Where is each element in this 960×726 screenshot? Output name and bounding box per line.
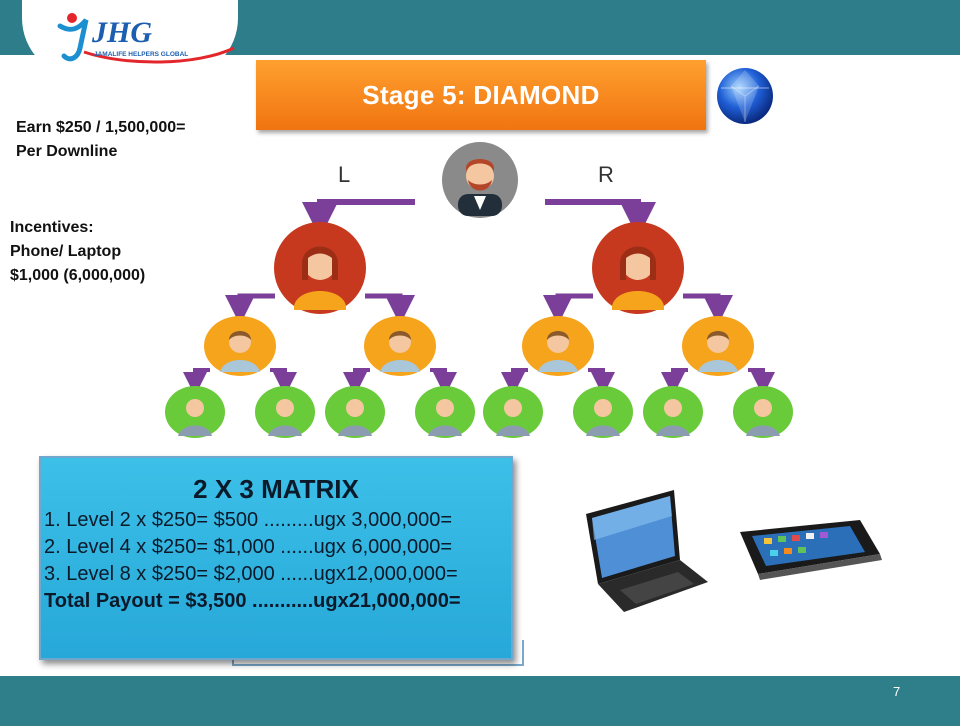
level3-node-avatar-icon	[483, 386, 543, 438]
level2-node-avatar-icon	[682, 316, 754, 376]
jhg-logo: JHG JAMALIFE HELPERS GLOBAL	[57, 13, 235, 64]
matrix-line-3: 3. Level 8 x $250= $2,000 ......ugx12,00…	[44, 563, 458, 585]
level3-node-avatar-icon	[255, 386, 315, 438]
arrow-icon	[365, 293, 415, 325]
matrix-line-2: 2. Level 4 x $250= $1,000 ......ugx 6,00…	[44, 536, 453, 558]
stage-banner: Stage 5: DIAMOND	[256, 60, 706, 130]
logo-mark: JHG	[91, 16, 152, 49]
level3-node-avatar-icon	[643, 386, 703, 438]
level3-node-avatar-icon	[733, 386, 793, 438]
arrow-icon	[543, 293, 593, 325]
level1-right-avatar-icon	[592, 222, 684, 314]
phone-icon	[740, 520, 882, 580]
stage-title: Stage 5: DIAMOND	[362, 79, 600, 110]
logo-figure-icon	[57, 18, 89, 62]
incentives-heading: Incentives:	[10, 219, 94, 236]
root-node-avatar-icon	[442, 142, 518, 218]
level3-node-avatar-icon	[573, 386, 633, 438]
arrow-icon	[430, 368, 457, 396]
level1-left-avatar-icon	[274, 222, 366, 314]
page-number: 7	[893, 684, 901, 699]
matrix-title: 2 X 3 MATRIX	[193, 474, 359, 504]
right-label: R	[598, 162, 614, 187]
arrow-icon	[661, 368, 688, 396]
devices-illustration	[586, 490, 882, 612]
arrow-icon	[270, 368, 297, 396]
level3-node-avatar-icon	[325, 386, 385, 438]
logo-figure-head	[67, 13, 77, 23]
incentives-text: Incentives: Phone/ Laptop $1,000 (6,000,…	[10, 216, 145, 288]
matrix-line-1: 1. Level 2 x $250= $500 .........ugx 3,0…	[44, 509, 453, 531]
arrow-left-icon	[302, 199, 415, 238]
logo-swoosh-icon	[83, 46, 235, 64]
left-label: L	[338, 162, 350, 187]
binary-tree-diagram: L R	[165, 142, 793, 438]
arrow-icon	[748, 368, 775, 396]
matrix-total: Total Payout = $3,500 ...........ugx21,0…	[44, 590, 461, 612]
earn-line-1: Earn $250 / 1,500,000=	[16, 119, 186, 136]
arrow-right-icon	[545, 199, 656, 238]
logo-tagline: JAMALIFE HELPERS GLOBAL	[94, 51, 188, 58]
arrow-icon	[343, 368, 370, 396]
level3-node-avatar-icon	[165, 386, 225, 438]
level2-node-avatar-icon	[204, 316, 276, 376]
logo-card: JHG JAMALIFE HELPERS GLOBAL	[22, 0, 238, 78]
laptop-icon	[586, 490, 708, 612]
level2-node-avatar-icon	[522, 316, 594, 376]
arrow-icon	[501, 368, 528, 396]
earn-text: Earn $250 / 1,500,000= Per Downline	[16, 116, 185, 164]
arrow-icon	[183, 368, 210, 396]
incentives-line-2: Phone/ Laptop	[10, 243, 122, 260]
diamond-gem-icon	[717, 68, 773, 124]
earn-line-2: Per Downline	[16, 143, 118, 160]
level3-node-avatar-icon	[415, 386, 475, 438]
level2-node-avatar-icon	[364, 316, 436, 376]
arrow-icon	[588, 368, 615, 396]
incentives-line-3: $1,000 (6,000,000)	[10, 267, 146, 284]
arrow-icon	[683, 293, 733, 325]
bottom-band: 7	[0, 676, 960, 726]
matrix-box: 2 X 3 MATRIX 1. Level 2 x $250= $500 ...…	[39, 456, 513, 660]
arrow-icon	[225, 293, 275, 325]
